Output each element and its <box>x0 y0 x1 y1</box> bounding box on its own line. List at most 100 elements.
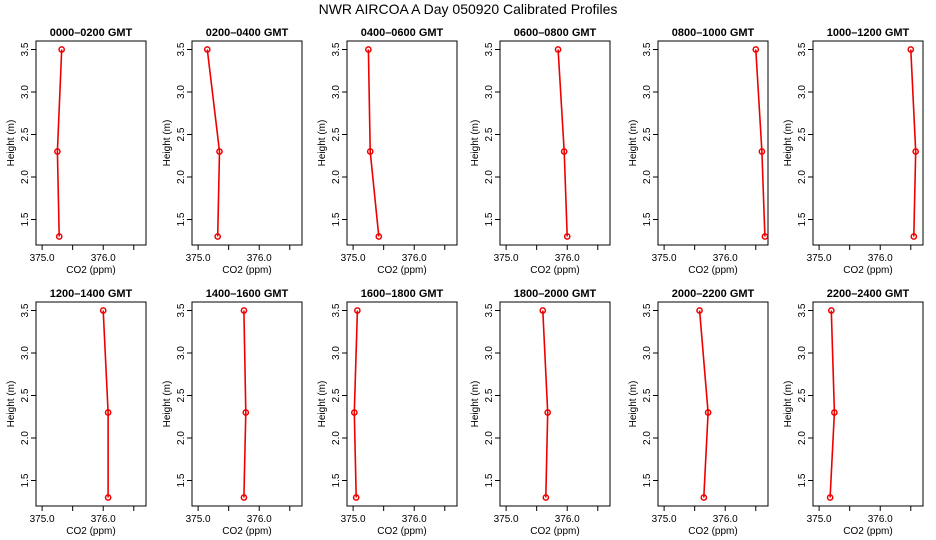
data-point <box>696 307 703 314</box>
panel-title: 1000–1200 GMT <box>827 27 910 39</box>
y-tick-label: 1.5 <box>797 212 808 226</box>
y-tick-label: 1.5 <box>176 473 187 487</box>
y-tick-label: 3.0 <box>797 346 808 360</box>
panel-title: 0400–0600 GMT <box>361 27 444 39</box>
y-tick-label: 3.5 <box>642 303 653 317</box>
data-point <box>99 307 107 314</box>
y-tick-label: 3.5 <box>20 42 31 56</box>
y-tick-label: 3.5 <box>20 303 31 317</box>
y-tick-label: 2.5 <box>484 127 495 141</box>
profile-panel: 2200–2400 GMT 375.0 376.0 1.5 2.0 2.5 3.0 3.5 CO… <box>783 288 924 537</box>
x-tick-label: 376.0 <box>247 514 272 525</box>
profile-panel: 0000–0200 GMT 375.0 376.0 1.5 2.0 2.5 3.0 3.5 CO… <box>6 27 147 276</box>
y-tick-label: 2.0 <box>20 431 31 445</box>
x-axis-label: CO2 (ppm) <box>66 265 115 276</box>
plot-frame <box>812 301 924 507</box>
x-tick-label: 375.0 <box>494 253 519 264</box>
panel-title: 1600–1800 GMT <box>361 288 444 300</box>
y-tick-label: 2.5 <box>20 127 31 141</box>
profile-line <box>353 310 359 498</box>
y-tick-label: 2.0 <box>331 431 342 445</box>
x-tick-label: 376.0 <box>555 514 580 525</box>
y-tick-label: 3.5 <box>176 42 187 56</box>
data-point <box>560 148 568 155</box>
x-tick-label: 376.0 <box>91 253 116 264</box>
y-tick-label: 1.5 <box>331 473 342 487</box>
y-axis-label: Height (m) <box>783 120 794 167</box>
y-tick-label: 3.5 <box>331 42 342 56</box>
profile-panel: 1600–1800 GMT 375.0 376.0 1.5 2.0 2.5 3.0 3.5 CO… <box>317 288 458 537</box>
y-tick-label: 2.0 <box>797 170 808 184</box>
x-tick-label: 376.0 <box>402 514 427 525</box>
data-point <box>826 494 834 501</box>
x-tick-label: 376.0 <box>247 253 272 264</box>
plot-frame <box>812 40 924 246</box>
y-axis-label: Height (m) <box>470 381 481 428</box>
y-tick-label: 2.5 <box>797 388 808 402</box>
profile-panel: 1400–1600 GMT 375.0 376.0 1.5 2.0 2.5 3.0 3.5 CO… <box>162 288 303 537</box>
data-point <box>831 409 838 416</box>
y-tick-label: 2.0 <box>20 170 31 184</box>
x-tick-label: 376.0 <box>713 253 738 264</box>
profile-line <box>829 310 836 498</box>
data-point <box>761 233 769 240</box>
profile-panel: 1800–2000 GMT 375.0 376.0 1.5 2.0 2.5 3.0 3.5 CO… <box>470 288 611 537</box>
y-axis-label: Height (m) <box>317 381 328 428</box>
y-tick-label: 2.5 <box>484 388 495 402</box>
y-axis-label: Height (m) <box>783 381 794 428</box>
profile-line <box>698 310 709 498</box>
x-tick-label: 375.0 <box>30 514 55 525</box>
y-tick-label: 3.0 <box>642 85 653 99</box>
panel-title: 1200–1400 GMT <box>50 288 133 300</box>
panel-title: 0000–0200 GMT <box>50 27 133 39</box>
data-point <box>544 409 552 416</box>
x-tick-label: 375.0 <box>807 514 832 525</box>
y-axis-label: Height (m) <box>162 120 173 167</box>
y-tick-label: 3.0 <box>331 346 342 360</box>
y-tick-label: 2.0 <box>642 170 653 184</box>
data-point <box>758 148 766 155</box>
y-tick-label: 3.0 <box>20 85 31 99</box>
x-axis-label: CO2 (ppm) <box>530 526 579 537</box>
data-point <box>354 307 361 314</box>
data-point <box>203 46 211 53</box>
y-tick-label: 1.5 <box>484 212 495 226</box>
y-axis-label: Height (m) <box>6 381 17 428</box>
y-tick-label: 3.0 <box>642 346 653 360</box>
x-axis-label: CO2 (ppm) <box>377 265 426 276</box>
data-point <box>240 307 248 314</box>
y-tick-label: 3.5 <box>484 42 495 56</box>
y-tick-label: 2.5 <box>642 127 653 141</box>
data-point <box>54 148 61 155</box>
profile-line <box>367 49 380 237</box>
data-point <box>907 46 915 53</box>
profile-line <box>56 49 63 237</box>
y-tick-label: 1.5 <box>331 212 342 226</box>
profile-line <box>206 49 221 237</box>
plot-frame <box>499 40 611 246</box>
x-axis-label: CO2 (ppm) <box>66 526 115 537</box>
y-tick-label: 3.0 <box>484 346 495 360</box>
plot-frame <box>499 301 611 507</box>
x-axis-label: CO2 (ppm) <box>843 265 892 276</box>
panel-title: 1800–2000 GMT <box>514 288 597 300</box>
y-tick-label: 3.0 <box>484 85 495 99</box>
y-tick-label: 1.5 <box>176 212 187 226</box>
y-tick-label: 2.0 <box>331 170 342 184</box>
panel-title: 2000–2200 GMT <box>672 288 755 300</box>
x-tick-label: 375.0 <box>652 514 677 525</box>
y-tick-label: 3.0 <box>331 85 342 99</box>
x-axis-label: CO2 (ppm) <box>688 526 737 537</box>
y-axis-label: Height (m) <box>162 381 173 428</box>
y-axis-label: Height (m) <box>6 120 17 167</box>
profile-line <box>910 49 917 237</box>
data-point <box>352 494 360 501</box>
data-point <box>700 494 708 501</box>
panel-title: 1400–1600 GMT <box>206 288 289 300</box>
y-tick-label: 1.5 <box>20 473 31 487</box>
x-axis-label: CO2 (ppm) <box>222 265 271 276</box>
y-tick-label: 2.5 <box>331 127 342 141</box>
y-axis-label: Height (m) <box>628 381 639 428</box>
x-tick-label: 376.0 <box>868 253 893 264</box>
